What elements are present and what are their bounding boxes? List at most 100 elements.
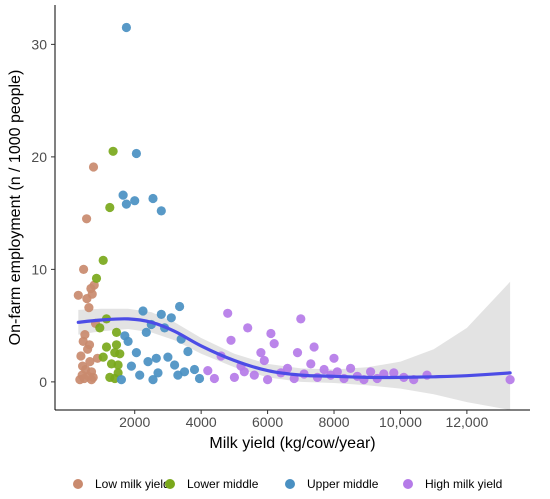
data-point (183, 346, 193, 357)
data-point (121, 199, 131, 209)
data-point (101, 342, 112, 352)
data-point (73, 290, 83, 300)
data-point (118, 190, 128, 200)
data-point (319, 364, 329, 375)
x-tick-label: 6000 (252, 414, 283, 430)
legend-key (285, 479, 295, 489)
data-point (259, 355, 269, 366)
smooth-fit-line (76, 317, 512, 380)
x-axis-ticks: 2000 4000 6000 8000 10,000 12,000 (119, 410, 489, 430)
data-point (121, 22, 131, 33)
data-point (116, 375, 126, 385)
data-point (173, 370, 183, 380)
x-axis-title: Milk yield (kg/cow/year) (209, 435, 375, 452)
legend-item: Lower middle (165, 477, 259, 491)
data-point (239, 367, 249, 377)
data-point (389, 368, 399, 378)
data-point (135, 370, 145, 380)
data-point (131, 348, 141, 358)
data-point (249, 370, 259, 380)
data-point (306, 359, 316, 369)
legend-label: High milk yield (425, 477, 502, 491)
data-point (292, 348, 303, 358)
data-point (108, 146, 118, 156)
data-point (223, 308, 233, 318)
y-tick-label: 0 (39, 374, 47, 390)
data-point (203, 366, 213, 376)
data-point (111, 327, 122, 337)
confidence-band (78, 281, 511, 410)
x-tick-label: 10,000 (379, 414, 422, 430)
data-point (269, 339, 279, 349)
data-points (73, 22, 515, 385)
data-point (263, 375, 273, 385)
legend-key (73, 479, 83, 489)
data-point (86, 367, 97, 377)
legend-label: Lower middle (187, 477, 259, 491)
data-point (91, 273, 102, 283)
data-point (87, 289, 97, 299)
legend-key (403, 479, 413, 489)
data-point (153, 368, 163, 378)
data-point (148, 375, 158, 385)
data-point (296, 314, 306, 324)
data-point (111, 340, 122, 350)
legend-label: Low milk yield (95, 477, 170, 491)
data-point (256, 348, 266, 358)
data-point (346, 363, 356, 373)
data-point (156, 206, 166, 216)
data-point (98, 255, 108, 265)
y-tick-label: 20 (31, 149, 47, 165)
data-point (209, 373, 219, 384)
data-point (143, 357, 153, 367)
data-point (163, 352, 173, 362)
data-point (84, 340, 95, 350)
data-point (85, 357, 95, 367)
data-point (243, 323, 253, 333)
y-tick-label: 10 (31, 261, 47, 277)
data-point (329, 353, 339, 363)
y-axis-ticks: 0 10 20 30 (31, 36, 55, 390)
data-point (115, 349, 125, 359)
confidence-band-area (78, 281, 511, 410)
data-point (105, 202, 115, 213)
data-point (156, 309, 166, 319)
data-point (130, 196, 140, 206)
legend-key (165, 479, 175, 489)
data-point (266, 328, 276, 339)
x-tick-label: 12,000 (445, 414, 488, 430)
y-tick-label: 30 (31, 36, 47, 52)
data-point (88, 162, 99, 172)
data-point (76, 351, 86, 361)
data-point (366, 367, 376, 377)
legend-label: Upper middle (307, 477, 379, 491)
data-point (505, 375, 515, 385)
data-point (194, 373, 205, 384)
data-point (332, 367, 342, 377)
data-point (98, 352, 108, 362)
data-point (141, 327, 151, 337)
data-point (151, 353, 161, 363)
data-point (79, 264, 89, 274)
data-point (282, 363, 293, 373)
x-tick-label: 4000 (186, 414, 217, 430)
data-point (175, 301, 185, 312)
data-point (229, 372, 239, 382)
data-point (166, 313, 176, 323)
legend-item: High milk yield (403, 477, 502, 491)
data-point (95, 323, 105, 333)
smooth-fit-path (76, 317, 512, 380)
data-point (309, 342, 319, 352)
x-tick-label: 8000 (318, 414, 349, 430)
data-point (189, 364, 200, 375)
data-point (126, 361, 136, 371)
data-point (138, 306, 148, 316)
data-point (113, 360, 123, 370)
legend-item: Upper middle (285, 477, 379, 491)
legend: Low milk yield Lower middle Upper middle Hi… (73, 477, 502, 491)
x-tick-label: 2000 (119, 414, 150, 430)
legend-item: Low milk yield (73, 477, 170, 491)
data-point (82, 214, 92, 224)
data-point (78, 361, 88, 371)
